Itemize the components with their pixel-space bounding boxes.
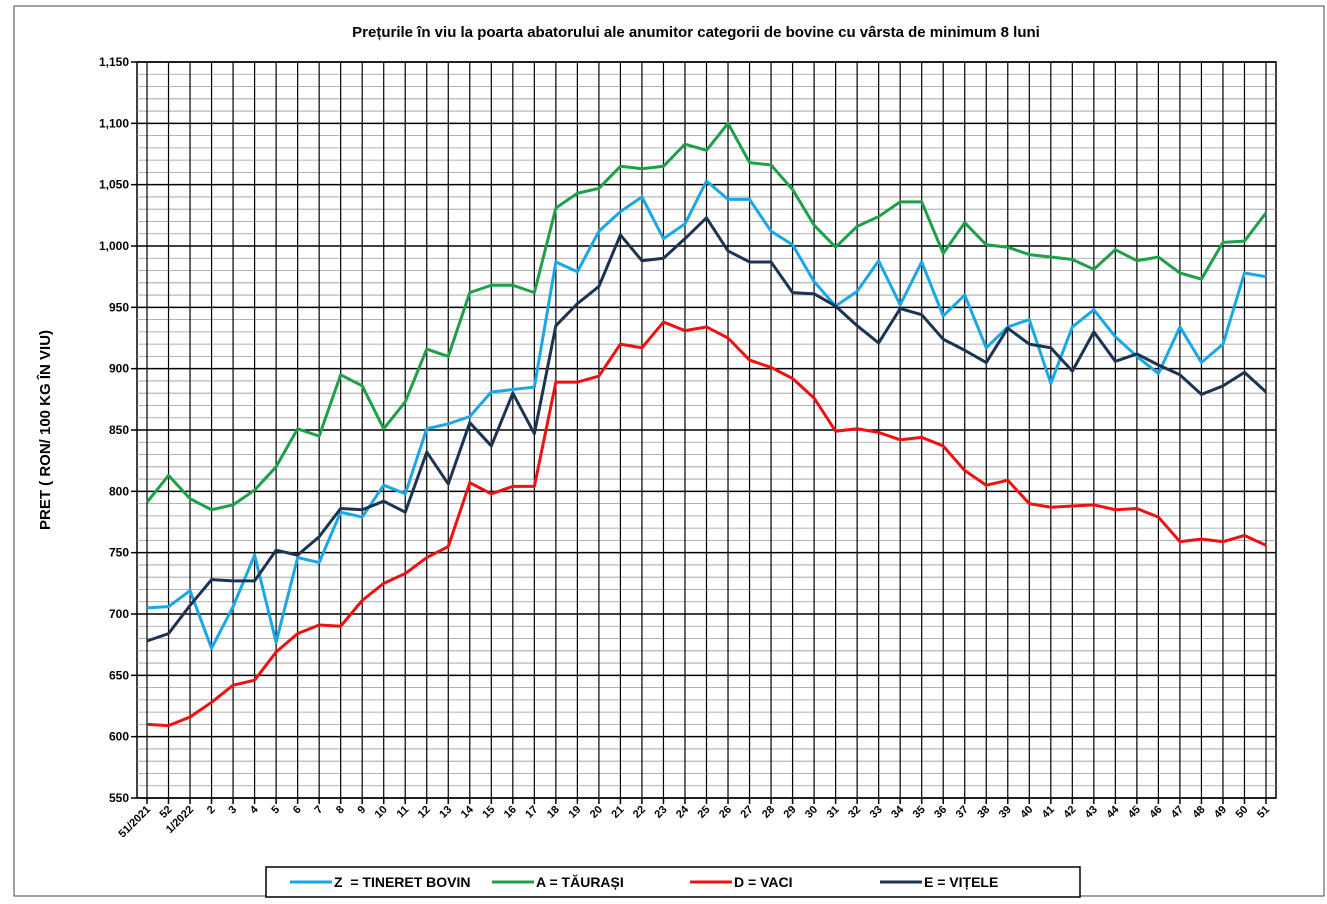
legend-label: D = VACI	[734, 874, 792, 890]
y-tick-label: 900	[109, 362, 129, 376]
y-axis-title: PRET ( RON/ 100 KG ÎN VIU)	[36, 330, 54, 530]
legend-label: Z = TINERET BOVIN	[334, 874, 471, 890]
y-tick-label: 1,050	[99, 178, 129, 192]
legend-label: E = VIȚELE	[924, 874, 998, 890]
y-tick-label: 950	[109, 300, 129, 314]
series-line	[146, 320, 1267, 728]
y-tick-label: 750	[109, 546, 129, 560]
y-tick-label: 1,100	[99, 116, 129, 130]
y-tick-label: 700	[109, 607, 129, 621]
y-tick-label: 600	[109, 730, 129, 744]
series-line	[145, 121, 1268, 512]
chart-title: Prețurile în viu la poarta abatorului al…	[352, 24, 1040, 41]
y-tick-label: 1,000	[99, 239, 129, 253]
y-tick-label: 550	[109, 791, 129, 805]
y-tick-label: 1,150	[99, 55, 129, 69]
series-line	[146, 216, 1268, 643]
y-tick-label: 800	[109, 484, 129, 498]
y-tick-label: 650	[109, 668, 129, 682]
y-tick-label: 850	[109, 423, 129, 437]
series-line	[146, 179, 1267, 650]
legend-label: A = TĂURAȘI	[536, 874, 624, 890]
legend-box	[265, 866, 1081, 898]
